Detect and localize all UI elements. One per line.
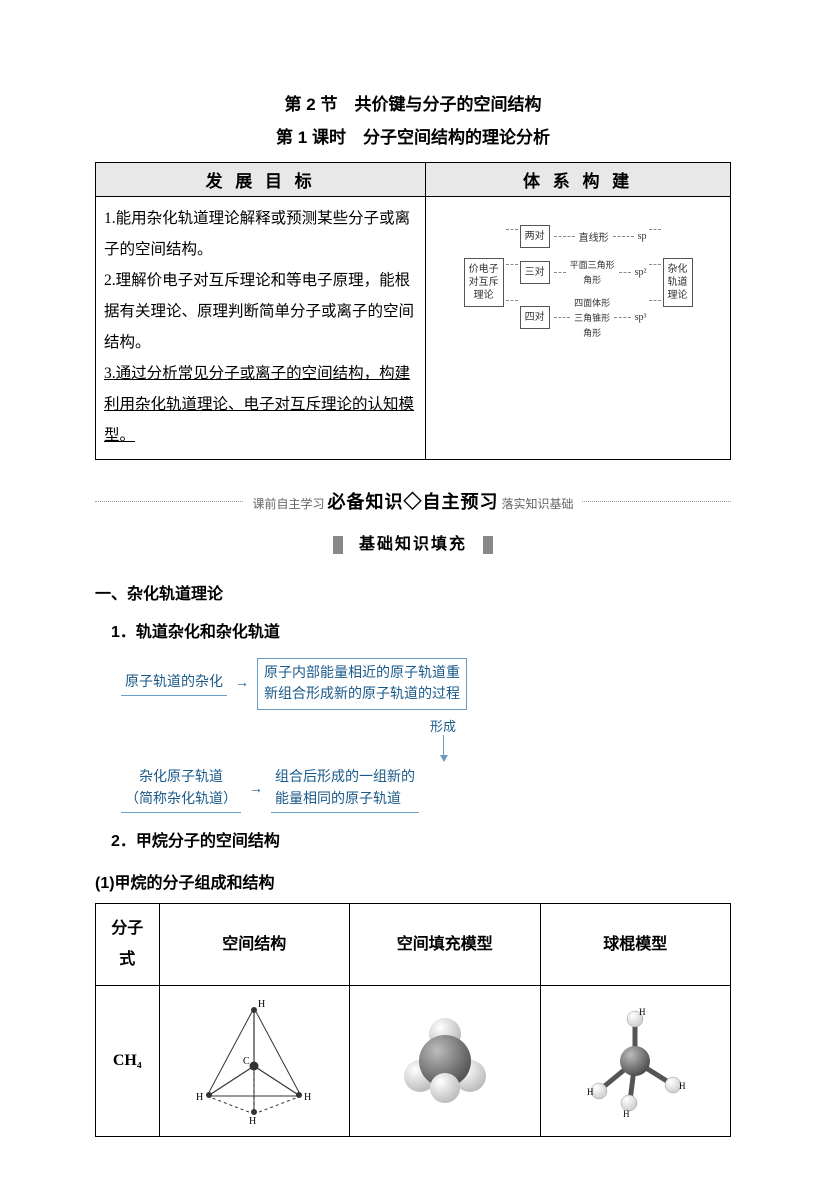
flow-a: 原子轨道的杂化 xyxy=(121,672,227,697)
arrow-down-icon xyxy=(443,735,444,761)
flow-a-def: 原子内部能量相近的原子轨道重 新组合形成新的原子轨道的过程 xyxy=(257,658,467,710)
svg-text:C: C xyxy=(243,1056,250,1067)
svg-text:H: H xyxy=(623,1109,630,1119)
section-1-heading: 一、杂化轨道理论 xyxy=(95,580,731,604)
pair-4-hyb: sp³ xyxy=(635,312,647,323)
th-space-structure: 空间结构 xyxy=(159,904,350,986)
pair-3-hyb: sp² xyxy=(635,267,647,278)
objective-3: 3.通过分析常见分子或离子的空间结构，构建利用杂化轨道理论、电子对互斥理论的认知… xyxy=(104,365,414,444)
tetrahedron-diagram: H H H H C xyxy=(159,986,350,1137)
pair-2-hyb: sp xyxy=(638,231,647,242)
lesson-title: 第 1 课时 分子空间结构的理论分析 xyxy=(95,123,731,148)
pair-3-shape-a: 平面三角形 xyxy=(570,258,615,271)
pair-4-shape-a: 四面体形 xyxy=(574,296,610,309)
fill-knowledge-band: 基础知识填充 xyxy=(333,536,493,554)
divider-big: 必备知识◇自主预习 xyxy=(328,492,499,512)
th-system: 体 系 构 建 xyxy=(426,163,731,197)
flow-b-def: 组合后形成的一组新的 能量相同的原子轨道 xyxy=(271,767,419,813)
section-title: 第 2 节 共价键与分子的空间结构 xyxy=(95,90,731,115)
objectives-table: 发 展 目 标 体 系 构 建 1.能用杂化轨道理论解释或预测某些分子或离子的空… xyxy=(95,162,731,460)
th-formula: 分子 式 xyxy=(96,904,160,986)
formula-ch4: CH₄ xyxy=(96,986,160,1137)
svg-text:H: H xyxy=(249,1116,256,1126)
svg-text:H: H xyxy=(639,1007,646,1017)
flow-b: 杂化原子轨道 （简称杂化轨道） xyxy=(121,767,241,813)
concept-map: 价电子 对互斥 理论 两对 直线形 sp xyxy=(434,205,722,359)
svg-text:H: H xyxy=(258,999,265,1010)
th-ball-stick: 球棍模型 xyxy=(540,904,731,986)
left-theory-box: 价电子 对互斥 理论 xyxy=(464,258,504,307)
svg-text:H: H xyxy=(196,1092,203,1103)
divider-small-r: 落实知识基础 xyxy=(502,497,574,511)
ball-stick-model: H H H H xyxy=(540,986,731,1137)
space-filling-model xyxy=(350,986,541,1137)
flow-mid-label: 形成 xyxy=(430,716,456,735)
svg-text:H: H xyxy=(679,1081,686,1091)
pair-2: 两对 xyxy=(520,225,550,248)
hybridization-flow: 原子轨道的杂化 → 原子内部能量相近的原子轨道重 新组合形成新的原子轨道的过程 … xyxy=(95,658,731,813)
objective-1: 1.能用杂化轨道理论解释或预测某些分子或离子的空间结构。 xyxy=(104,203,417,265)
methane-table: 分子 式 空间结构 空间填充模型 球棍模型 CH₄ xyxy=(95,903,731,1137)
arrow-right-2: → xyxy=(249,782,263,798)
system-diagram-cell: 价电子 对互斥 理论 两对 直线形 sp xyxy=(426,197,731,460)
pair-4-shape-c: 角形 xyxy=(574,326,610,339)
right-theory-box: 杂化 轨道 理论 xyxy=(663,258,693,307)
th-objectives: 发 展 目 标 xyxy=(96,163,426,197)
section-1-2: 2．甲烷分子的空间结构 xyxy=(95,827,731,851)
th-space-fill: 空间填充模型 xyxy=(350,904,541,986)
objective-2: 2.理解价电子对互斥理论和等电子原理，能根据有关理论、原理判断简单分子或离子的空… xyxy=(104,265,417,358)
section-1-1: 1．轨道杂化和杂化轨道 xyxy=(95,618,731,642)
pair-3: 三对 xyxy=(520,261,550,284)
pair-2-shape: 直线形 xyxy=(579,229,609,244)
divider-small-l: 课前自主学习 xyxy=(252,497,324,511)
pair-4: 四对 xyxy=(520,306,550,329)
pair-3-shape-b: 角形 xyxy=(570,273,615,286)
arrow-right-1: → xyxy=(235,676,249,692)
svg-text:H: H xyxy=(587,1087,594,1097)
pair-4-shape-b: 三角锥形 xyxy=(574,311,610,324)
objectives-cell: 1.能用杂化轨道理论解释或预测某些分子或离子的空间结构。 2.理解价电子对互斥理… xyxy=(96,197,426,460)
knowledge-divider: 课前自主学习 必备知识◇自主预习 落实知识基础 xyxy=(95,488,731,514)
section-1-2-a: (1)甲烷的分子组成和结构 xyxy=(95,869,731,893)
svg-text:H: H xyxy=(304,1092,311,1103)
